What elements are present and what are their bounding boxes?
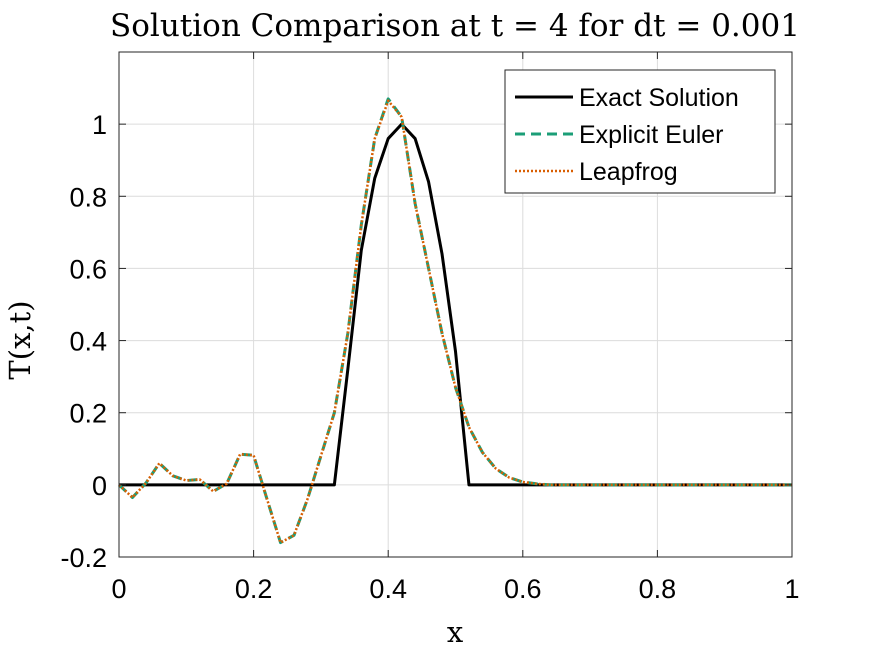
x-tick-label: 0.6 (504, 574, 542, 604)
plot-frame (118, 51, 793, 558)
x-tick-labels: 0 0.2 0.4 0.6 0.8 1 (111, 574, 799, 604)
y-axis-label: T(x,t) (3, 300, 37, 379)
x-tick-label: 1 (784, 574, 799, 604)
y-tick-label: 0.4 (69, 327, 107, 357)
y-tick-labels: -0.2 0 0.2 0.4 0.6 0.8 1 (60, 110, 107, 573)
legend-entry-label: Exact Solution (579, 84, 739, 112)
y-tick-label: 0.8 (69, 182, 107, 212)
legend: Exact Solution Explicit Euler Leapfrog (504, 69, 776, 194)
legend-entry-label: Leapfrog (579, 158, 678, 186)
x-tick-label: 0.8 (639, 574, 677, 604)
legend-entry-label: Explicit Euler (579, 121, 724, 149)
y-tick-label: 0 (92, 471, 107, 501)
legend-box (504, 69, 776, 194)
y-tick-label: 1 (92, 110, 107, 140)
leapfrog-line (118, 99, 792, 544)
series-layer (117, 97, 792, 545)
x-axis-label: x (447, 615, 463, 649)
y-tick-label: -0.2 (60, 543, 107, 573)
tick-marks (118, 52, 793, 558)
x-tick-label: 0 (111, 574, 126, 604)
y-tick-label: 0.6 (69, 254, 107, 284)
chart-title: Solution Comparison at t = 4 for dt = 0.… (110, 8, 800, 44)
y-tick-label: 0.2 (69, 399, 107, 429)
x-tick-label: 0.2 (235, 574, 273, 604)
x-tick-label: 0.4 (369, 574, 407, 604)
